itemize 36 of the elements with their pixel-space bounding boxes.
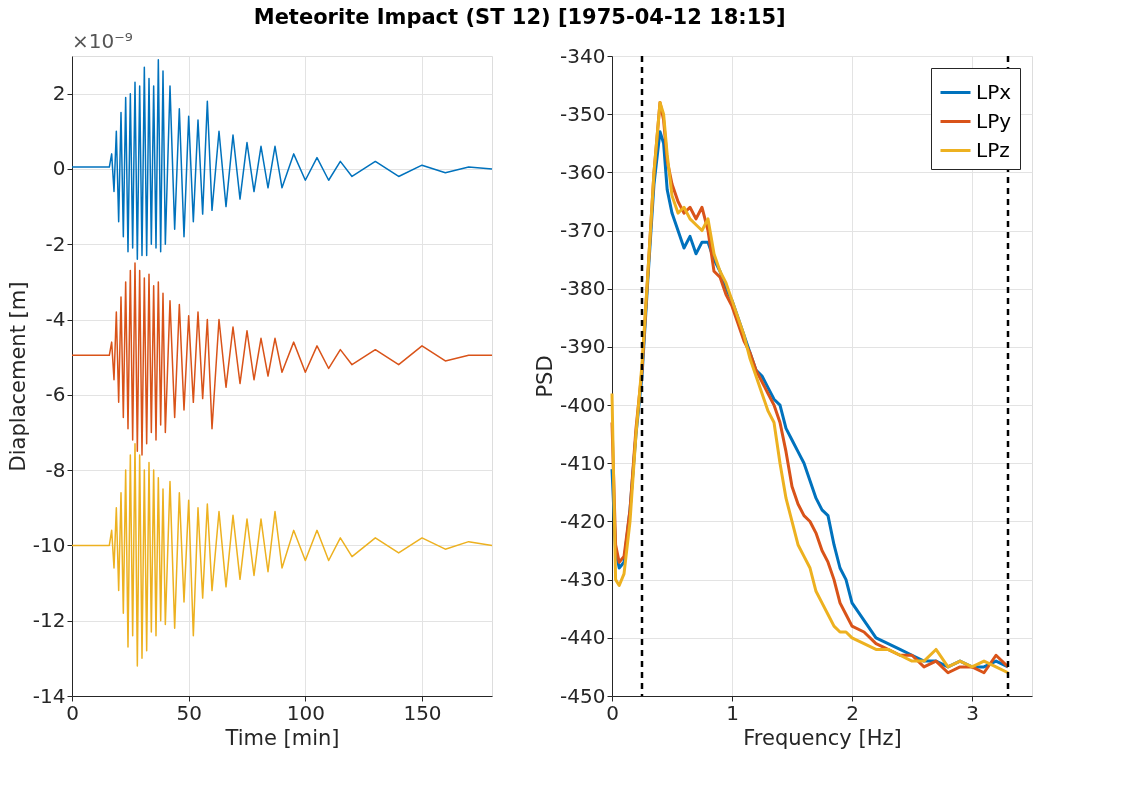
y-tick-label: -370 [560,218,606,243]
x-tick-label: 100 [286,700,325,725]
x-tick-label: 50 [176,700,202,725]
x-tick-label: 1 [726,700,739,725]
y-tick-label: -4 [45,307,66,332]
y-axis-title: Diaplacement [m] [5,281,30,472]
y-tick-label: -6 [45,382,66,407]
y-tick-label: -380 [560,276,606,301]
text: ×10⁻⁹ [72,29,133,53]
y-tick-label: -10 [32,532,66,557]
y-tick-label: -12 [32,608,66,633]
x-tick-label: 150 [403,700,442,725]
legend-label: LPz [976,137,1010,162]
y-tick-label: -420 [560,508,606,533]
x-axis-title: Frequency [Hz] [743,725,902,750]
y-tick-label: 2 [52,81,66,106]
y-tick-label: -14 [32,683,66,708]
chart-title: Meteorite Impact (ST 12) [1975-04-12 18:15] [253,4,786,29]
y-tick-label: -360 [560,159,606,184]
y-tick-label: -8 [45,457,66,482]
legend-label: LPx [976,79,1012,104]
legend-label: LPy [976,108,1012,133]
y-tick-label: -340 [560,43,606,68]
x-tick-label: 2 [846,700,859,725]
y-tick-label: -410 [560,450,606,475]
y-tick-label: -450 [560,683,606,708]
y-tick-label: -430 [560,567,606,592]
y-tick-label: -2 [45,231,66,256]
y-tick-label: 0 [52,156,66,181]
y-tick-label: -400 [560,392,606,417]
x-tick-label: 3 [966,700,979,725]
x-axis-title: Time [min] [224,725,340,750]
y-tick-label: -350 [560,101,606,126]
y-tick-label: -390 [560,334,606,359]
y-tick-label: -440 [560,625,606,650]
y-axis-title: PSD [533,355,558,398]
